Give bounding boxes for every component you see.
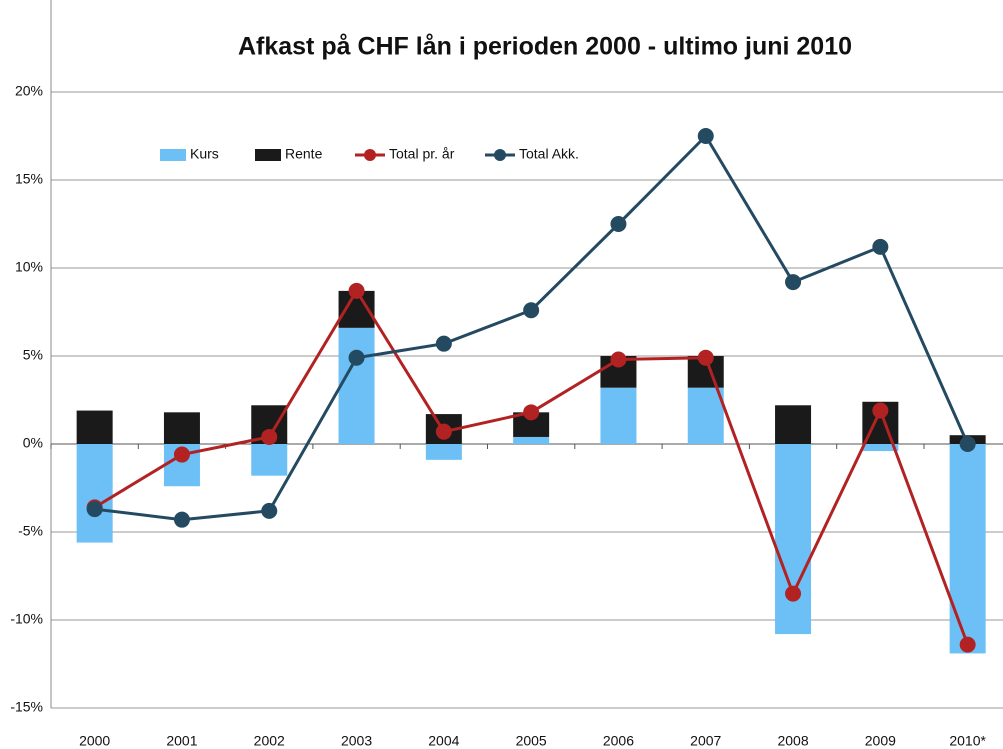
bar <box>775 444 812 635</box>
marker <box>523 302 540 319</box>
marker <box>261 428 278 445</box>
bar <box>600 387 637 444</box>
bar <box>513 436 550 444</box>
x-tick-label: 2002 <box>254 733 285 749</box>
marker <box>173 446 190 463</box>
legend-swatch <box>364 149 376 161</box>
legend-swatch <box>494 149 506 161</box>
y-tick-label: 15% <box>15 171 43 187</box>
x-tick-label: 2010* <box>949 733 986 749</box>
x-tick-label: 2006 <box>603 733 634 749</box>
bar <box>425 444 462 460</box>
marker <box>959 436 976 452</box>
bar <box>76 410 113 444</box>
marker <box>872 402 889 419</box>
y-tick-label: 0% <box>23 435 43 451</box>
marker <box>348 349 365 366</box>
bar <box>949 444 986 654</box>
marker <box>785 274 802 291</box>
x-tick-label: 2001 <box>166 733 197 749</box>
legend-label: Rente <box>285 146 323 162</box>
marker <box>435 335 452 352</box>
marker <box>872 238 889 255</box>
bar <box>687 387 724 444</box>
marker <box>261 502 278 519</box>
bar <box>251 444 288 476</box>
y-tick-label: -15% <box>10 699 43 715</box>
x-tick-label: 2008 <box>777 733 808 749</box>
x-tick-label: 2009 <box>865 733 896 749</box>
legend-swatch <box>160 149 186 161</box>
marker <box>435 423 452 440</box>
bar <box>775 405 812 444</box>
marker <box>697 128 714 144</box>
legend-label: Total Akk. <box>519 146 579 162</box>
legend-label: Kurs <box>190 146 219 162</box>
y-tick-label: 10% <box>15 259 43 275</box>
bar <box>338 327 375 444</box>
chart-title: Afkast på CHF lån i perioden 2000 - ulti… <box>238 33 852 61</box>
y-tick-label: 20% <box>15 83 43 99</box>
y-tick-label: 5% <box>23 347 43 363</box>
legend-label: Total pr. år <box>389 146 455 162</box>
x-tick-label: 2005 <box>516 733 547 749</box>
marker <box>348 282 365 299</box>
legend-swatch <box>255 149 281 161</box>
line <box>93 287 970 646</box>
bar <box>76 444 113 543</box>
y-tick-label: -5% <box>18 523 43 539</box>
x-tick-label: 2000 <box>79 733 110 749</box>
marker <box>697 349 714 366</box>
marker <box>610 351 627 368</box>
line <box>94 133 970 522</box>
y-tick-label: -10% <box>10 611 43 627</box>
marker <box>523 404 540 421</box>
x-tick-label: 2007 <box>690 733 721 749</box>
bar <box>163 412 200 444</box>
marker <box>173 511 190 528</box>
marker <box>610 216 627 232</box>
marker <box>86 501 103 518</box>
x-tick-label: 2004 <box>428 733 459 749</box>
x-tick-label: 2003 <box>341 733 372 749</box>
marker <box>785 585 802 602</box>
bar <box>862 444 899 452</box>
marker <box>959 636 976 653</box>
